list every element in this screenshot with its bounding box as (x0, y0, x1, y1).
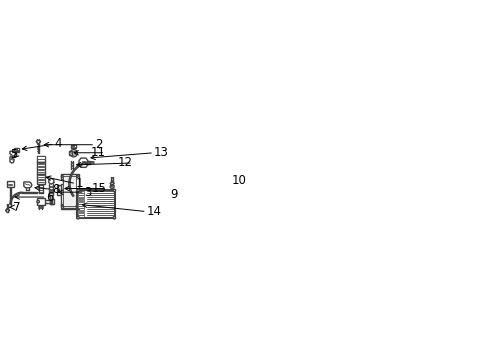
Bar (78, 198, 83, 199)
Bar (78, 204, 83, 206)
Bar (15, 148, 17, 150)
Bar (57, 185, 61, 195)
Circle shape (113, 216, 115, 219)
Text: 15: 15 (91, 182, 106, 195)
Bar (78, 213, 83, 215)
Text: 10: 10 (231, 174, 246, 187)
Bar (78, 211, 83, 212)
Bar (37, 198, 45, 205)
Circle shape (110, 185, 114, 189)
Circle shape (61, 175, 63, 177)
Bar (78, 202, 83, 204)
Text: 8: 8 (52, 183, 59, 196)
Circle shape (61, 204, 63, 207)
Circle shape (77, 189, 79, 192)
Circle shape (69, 152, 71, 154)
Bar (77, 190, 115, 219)
Bar (38, 174, 44, 184)
Text: 2: 2 (95, 138, 102, 151)
Text: 5: 5 (10, 148, 17, 161)
Text: 11: 11 (90, 146, 105, 159)
Bar (78, 206, 83, 208)
Bar (38, 162, 44, 174)
Polygon shape (24, 182, 32, 188)
Bar (71, 145, 76, 148)
Bar (72, 145, 73, 147)
Circle shape (72, 151, 76, 155)
Circle shape (14, 151, 15, 153)
Circle shape (58, 189, 60, 191)
Circle shape (113, 189, 115, 192)
Circle shape (76, 175, 78, 177)
Text: 4: 4 (55, 138, 62, 150)
Bar (69, 151, 72, 155)
Text: 1: 1 (76, 177, 83, 190)
Circle shape (111, 186, 113, 187)
Text: 7: 7 (13, 201, 21, 214)
Bar (17, 148, 19, 150)
Circle shape (76, 204, 78, 207)
Bar (78, 193, 83, 195)
Bar (78, 215, 83, 217)
Bar (87, 161, 90, 165)
Polygon shape (63, 176, 76, 206)
Bar (78, 200, 83, 201)
Bar (50, 199, 54, 204)
Polygon shape (10, 151, 16, 163)
Polygon shape (61, 174, 79, 208)
Circle shape (70, 150, 77, 157)
Text: 3: 3 (84, 186, 92, 199)
Bar (37, 156, 45, 162)
Bar (78, 208, 83, 210)
Circle shape (37, 201, 40, 203)
Bar (74, 145, 76, 147)
Circle shape (77, 216, 79, 219)
Bar (78, 191, 83, 193)
Bar (7, 181, 14, 186)
Text: 6: 6 (46, 190, 54, 203)
Text: 9: 9 (169, 188, 177, 201)
Text: 14: 14 (146, 205, 162, 218)
Bar (14, 148, 20, 152)
Bar (78, 195, 83, 197)
Polygon shape (79, 158, 88, 167)
Text: 13: 13 (154, 146, 168, 159)
Text: 12: 12 (118, 157, 133, 170)
Circle shape (11, 155, 12, 156)
Bar (37, 156, 45, 159)
